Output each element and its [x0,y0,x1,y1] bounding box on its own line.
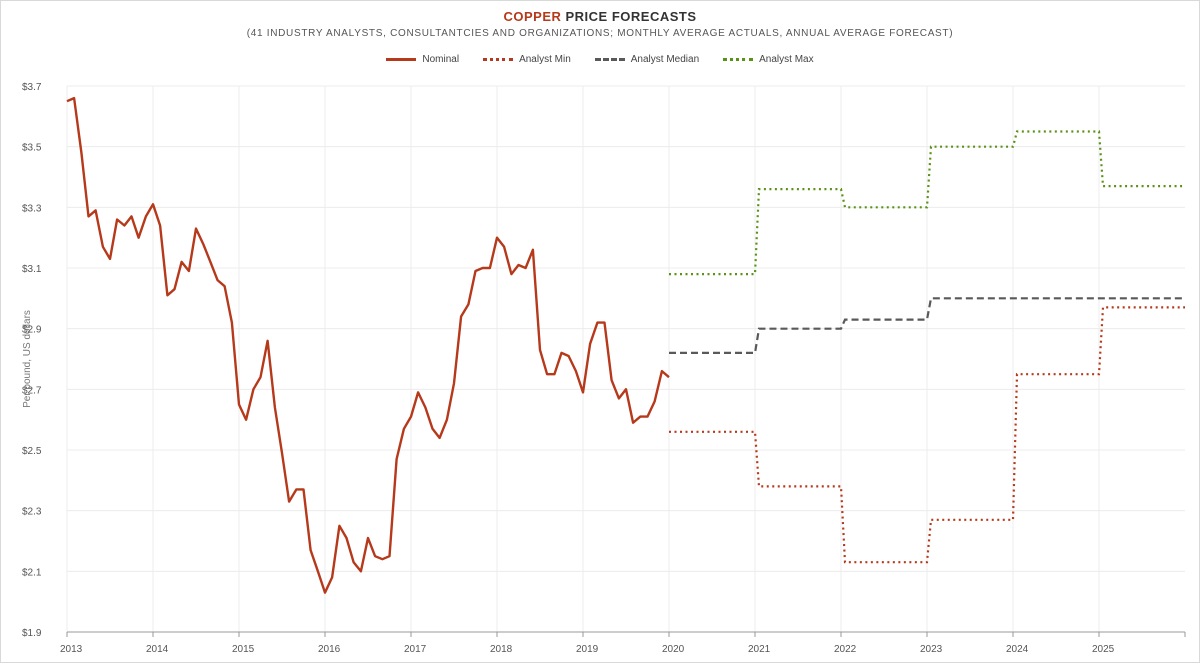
x-tick-label: 2019 [576,644,599,655]
x-tick-label: 2025 [1092,644,1115,655]
y-tick-label: $1.9 [22,628,42,639]
y-tick-label: $2.5 [22,446,42,457]
chart-title-rest: PRICE FORECASTS [561,9,697,24]
axes [66,631,1186,637]
series-analyst-min-line [669,306,1185,564]
x-tick-label: 2022 [834,644,857,655]
series-analyst-median-line [669,297,1185,354]
y-tick-label: $3.5 [22,143,42,154]
tick-labels: $1.9 $2.1 $2.3 $2.5 $2.7 $2.9 $3.1 $3.3 $3.5 $3.7… [22,82,1115,655]
grid [66,85,1185,633]
chart-title: COPPER PRICE FORECASTS [0,9,1200,24]
x-tick-label: 2020 [662,644,685,655]
legend-swatch-median [594,58,625,61]
y-axis-label: Per pound, US dollars [22,310,33,408]
x-tick-label: 2017 [404,644,427,655]
legend-item-nominal: Nominal [386,54,459,65]
x-tick-label: 2013 [60,644,83,655]
legend-swatch-nominal [386,58,417,61]
legend-swatch-max [723,58,754,61]
y-tick-label: $2.9 [22,325,42,336]
x-tick-label: 2015 [232,644,255,655]
y-tick-label: $2.1 [22,567,42,578]
legend-item-min: Analyst Min [483,54,571,65]
x-tick-label: 2024 [1006,644,1029,655]
legend-item-median: Analyst Median [594,54,700,65]
x-tick-label: 2018 [490,644,513,655]
legend-label-max: Analyst Max [759,54,814,65]
x-tick-label: 2016 [318,644,341,655]
y-tick-label: $2.3 [22,507,42,518]
legend-label-median: Analyst Median [630,54,700,65]
chart-legend: Nominal Analyst Min Analyst Median Analy… [0,54,1200,65]
chart-title-accent: COPPER [503,9,562,24]
y-tick-label: $2.7 [22,385,42,396]
legend-label-min: Analyst Min [519,54,571,65]
x-tick-label: 2014 [146,644,169,655]
y-tick-label: $3.1 [22,264,42,275]
series-layer [66,96,1185,594]
y-tick-label: $3.7 [22,82,42,93]
x-tick-label: 2023 [920,644,943,655]
chart-subtitle: (41 INDUSTRY ANALYSTS, CONSULTANTCIES AN… [246,28,954,39]
y-tick-label: $3.3 [22,203,42,214]
x-tick-label: 2021 [748,644,771,655]
legend-item-max: Analyst Max [723,54,814,65]
legend-swatch-min [483,58,514,61]
legend-label-nominal: Nominal [422,54,460,65]
series-nominal-line [66,96,670,594]
